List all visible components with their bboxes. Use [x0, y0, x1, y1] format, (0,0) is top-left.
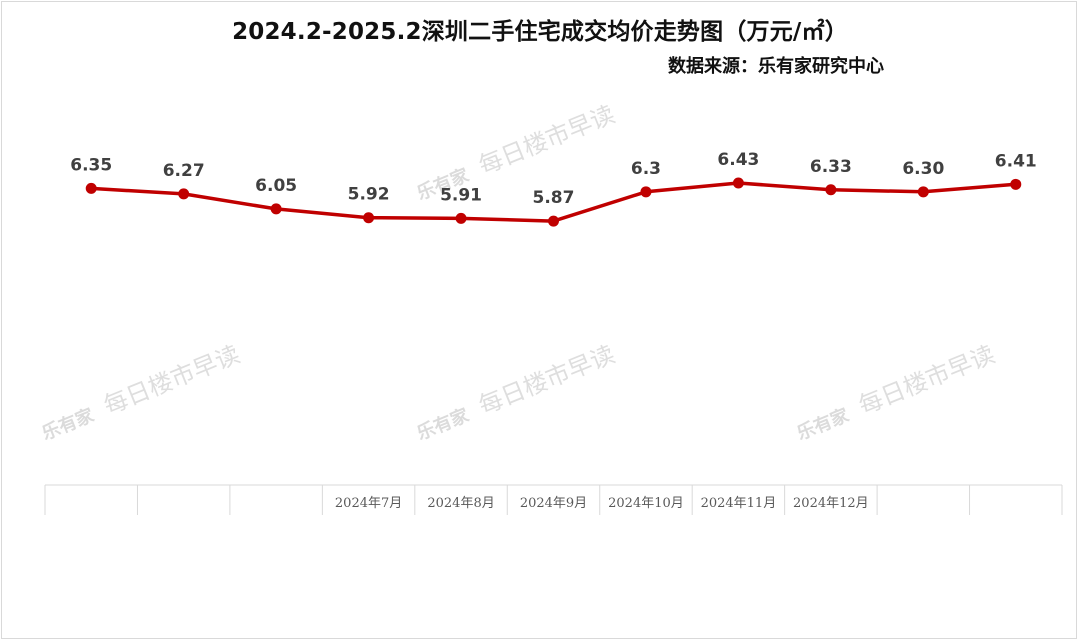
- data-point: [548, 215, 559, 227]
- data-label: 6.27: [163, 161, 205, 181]
- data-point: [363, 212, 375, 224]
- x-axis-tick-labels: 2024年7月 2024年8月 2024年9月 2024年10月 2024年11月 202…: [335, 496, 869, 511]
- data-label: 6.05: [255, 176, 297, 196]
- data-label: 6.3: [631, 159, 661, 179]
- data-point: [270, 203, 282, 215]
- data-label: 6.30: [902, 159, 944, 179]
- x-tick-label: 2024年7月: [335, 496, 402, 511]
- series-data-labels: 6.35 6.27 6.05 5.92 5.91 5.87 6.3 6.43 6.33 6.30 6…: [70, 150, 1036, 208]
- x-tick-label: 2024年9月: [520, 496, 587, 511]
- data-point: [85, 182, 97, 194]
- data-point: [178, 188, 190, 200]
- x-axis-ticks: [44, 485, 1063, 515]
- data-label: 5.92: [348, 185, 390, 205]
- data-point: [455, 212, 467, 224]
- data-label: 5.87: [533, 188, 575, 208]
- series-points: [85, 177, 1022, 227]
- watermark-logo: 乐有家: [414, 404, 473, 445]
- data-label: 6.33: [810, 157, 852, 177]
- x-tick-label: 2024年12月: [793, 496, 869, 511]
- data-point: [917, 186, 929, 198]
- data-label: 6.35: [70, 155, 112, 175]
- x-tick-label: 2024年10月: [608, 496, 684, 511]
- watermark-text: 每日楼市早读: [475, 100, 619, 180]
- watermark-text: 每日楼市早读: [100, 340, 244, 420]
- chart-title: 2024.2-2025.2深圳二手住宅成交均价走势图（万元/㎡）: [232, 19, 848, 45]
- data-point: [825, 184, 837, 196]
- data-label: 6.43: [717, 150, 759, 170]
- watermark-text: 每日楼市早读: [475, 340, 619, 420]
- data-label: 6.41: [995, 151, 1037, 171]
- watermark-logo: 乐有家: [39, 404, 98, 445]
- watermark-text: 每日楼市早读: [855, 340, 999, 420]
- x-tick-label: 2024年11月: [701, 496, 777, 511]
- data-label: 5.91: [440, 185, 482, 205]
- data-point: [640, 186, 652, 198]
- data-point: [732, 177, 744, 189]
- data-point: [1010, 178, 1022, 190]
- watermark-logo: 乐有家: [794, 404, 853, 445]
- x-tick-label: 2024年8月: [427, 496, 494, 511]
- chart-source: 数据来源：乐有家研究中心: [668, 56, 884, 77]
